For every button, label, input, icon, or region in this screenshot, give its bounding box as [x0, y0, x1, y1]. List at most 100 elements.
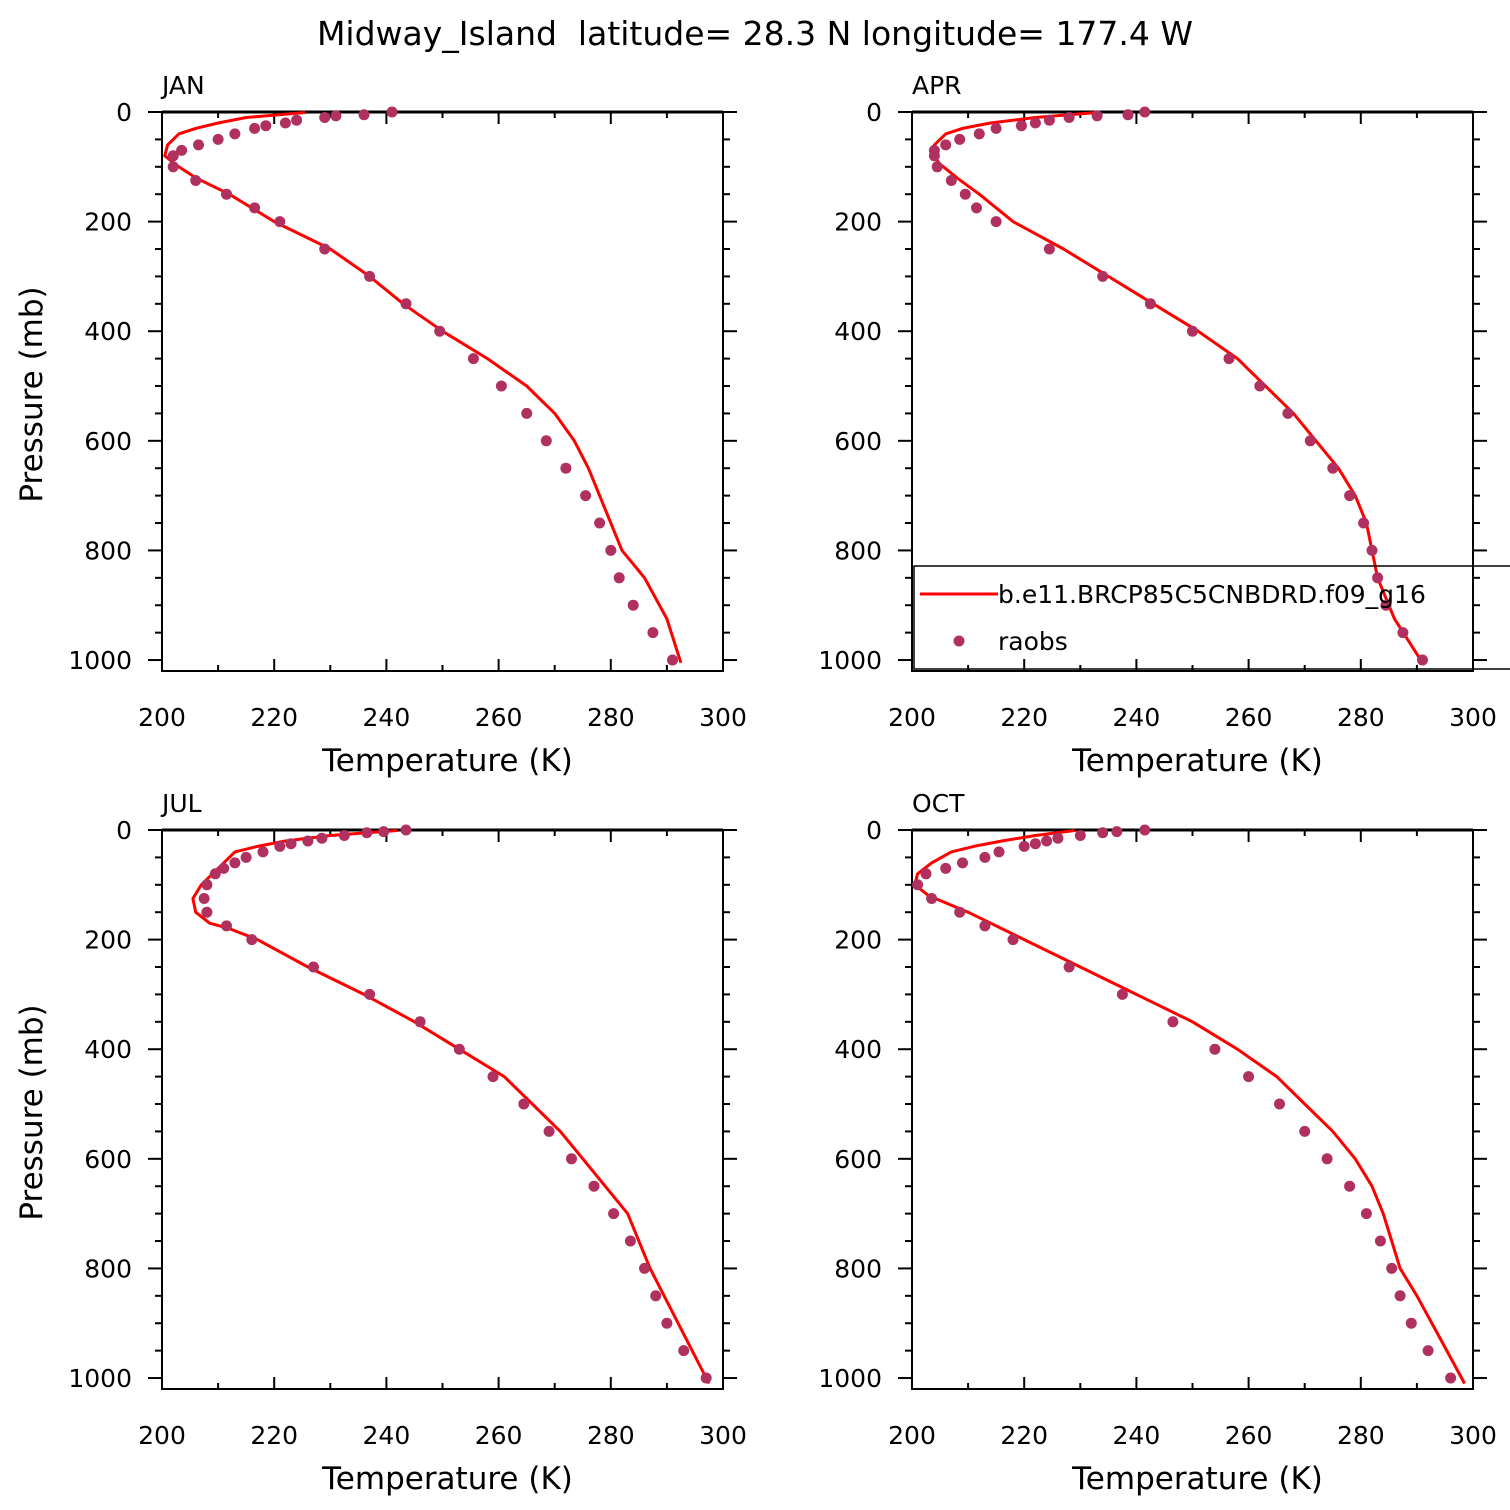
raobs-point	[400, 298, 412, 310]
raobs-point	[467, 353, 479, 365]
raobs-point	[1372, 572, 1384, 584]
panel-apr: 200 220 240 260 280 300 0 200 400 600 800 1000 APR Te…	[818, 71, 1510, 779]
raobs-point	[678, 1345, 690, 1357]
model-series-line	[913, 829, 1466, 1385]
raobs-point	[1111, 826, 1123, 838]
y-tick-label: 200	[834, 208, 882, 237]
raobs-point	[926, 893, 938, 904]
raobs-point	[990, 216, 1002, 228]
raobs-point	[361, 827, 373, 839]
figure-title: Midway_Island latitude= 28.3 N longitude…	[317, 14, 1193, 53]
raobs-point	[386, 106, 398, 118]
legend-entry-model: b.e11.BRCP85C5CNBDRD.f09_g16	[998, 580, 1426, 609]
raobs-point	[1344, 1180, 1356, 1192]
x-tick-label: 300	[699, 703, 747, 732]
x-tick-label: 220	[250, 703, 298, 732]
raobs-point	[176, 144, 188, 156]
x-tick-label: 300	[1449, 703, 1497, 732]
x-tick-label: 260	[475, 1421, 523, 1450]
raobs-point	[1358, 517, 1370, 529]
x-tick-label: 200	[138, 703, 186, 732]
raobs-point	[279, 117, 291, 129]
raobs-point	[920, 868, 932, 880]
model-series-line	[163, 111, 683, 664]
raobs-point	[588, 1180, 600, 1192]
raobs-point	[1274, 1098, 1285, 1110]
raobs-point	[540, 435, 552, 447]
raobs-point	[1282, 407, 1294, 419]
raobs-point	[1063, 961, 1075, 973]
x-tick-label: 280	[587, 1421, 635, 1450]
y-tick-label: 0	[866, 816, 882, 845]
raobs-point	[940, 862, 952, 874]
raobs-point	[1366, 544, 1378, 556]
y-tick-label: 0	[866, 98, 882, 127]
raobs-point	[1091, 110, 1103, 122]
x-tick-label: 280	[1337, 1421, 1385, 1450]
y-tick-label: 600	[834, 1145, 882, 1174]
y-tick-label: 400	[834, 1035, 882, 1064]
x-tick-label: 240	[363, 703, 411, 732]
y-tick-label: 0	[116, 816, 132, 845]
raobs-point	[543, 1125, 555, 1137]
raobs-point	[274, 216, 286, 228]
x-tick-label: 220	[1000, 703, 1048, 732]
raobs-point	[201, 879, 213, 891]
raobs-point	[358, 109, 370, 121]
raobs-point	[624, 1235, 636, 1247]
raobs-point	[1041, 835, 1053, 847]
y-tick-label: 200	[84, 926, 132, 955]
raobs-point	[291, 114, 303, 126]
y-tick-label: 600	[84, 427, 132, 456]
y-tick-label: 0	[116, 98, 132, 127]
raobs-point	[1139, 106, 1151, 118]
y-tick-label: 400	[84, 1035, 132, 1064]
y-tick-label: 800	[834, 536, 882, 565]
raobs-point	[319, 243, 331, 255]
raobs-point	[647, 627, 659, 639]
raobs-point	[364, 988, 376, 1000]
raobs-point	[1074, 830, 1086, 841]
raobs-point	[1063, 112, 1075, 123]
raobs-point	[954, 133, 966, 145]
raobs-point	[1405, 1317, 1417, 1329]
x-axis-label: Temperature (K)	[321, 1461, 573, 1497]
raobs-point	[249, 122, 261, 134]
x-tick-label: 240	[1113, 1421, 1161, 1450]
raobs-point	[1018, 840, 1030, 852]
raobs-point	[414, 1016, 426, 1028]
raobs-point	[667, 654, 678, 666]
raobs-point	[1344, 490, 1356, 502]
raobs-point	[1139, 824, 1151, 836]
y-tick-label: 1000	[68, 646, 132, 675]
raobs-point	[190, 175, 202, 186]
y-axis-label: Pressure (mb)	[14, 1004, 50, 1220]
raobs-point	[1397, 627, 1409, 639]
x-tick-label: 280	[587, 703, 635, 732]
raobs-point	[959, 188, 971, 200]
raobs-point	[1116, 988, 1128, 1000]
raobs-point	[1052, 832, 1064, 844]
raobs-point	[1327, 462, 1339, 474]
raobs-point	[1144, 298, 1156, 310]
raobs-point	[221, 920, 232, 932]
raobs-point	[1029, 117, 1041, 129]
y-tick-label: 800	[834, 1254, 882, 1283]
raobs-point	[1097, 827, 1109, 839]
y-tick-label: 1000	[68, 1364, 132, 1393]
raobs-point	[1043, 243, 1055, 255]
raobs-point	[378, 826, 390, 838]
raobs-point	[495, 380, 507, 392]
raobs-point	[1386, 1262, 1398, 1274]
raobs-point	[209, 868, 221, 880]
raobs-point	[229, 128, 241, 140]
raobs-point	[912, 879, 924, 891]
x-tick-label: 300	[1449, 1421, 1497, 1450]
raobs-point	[487, 1071, 499, 1083]
raobs-point	[1394, 1290, 1406, 1302]
y-tick-label: 200	[84, 208, 132, 237]
panel-label: APR	[912, 71, 962, 100]
raobs-point	[973, 128, 985, 140]
raobs-point	[661, 1317, 673, 1329]
